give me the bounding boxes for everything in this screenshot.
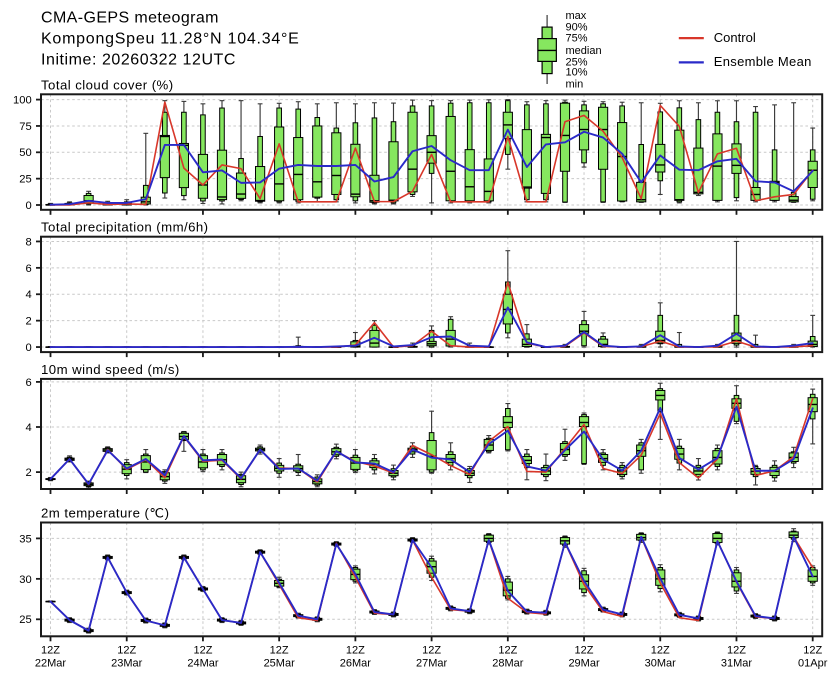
svg-text:12Z: 12Z bbox=[41, 644, 60, 656]
svg-text:01Apr: 01Apr bbox=[798, 657, 828, 669]
svg-text:28Mar: 28Mar bbox=[492, 657, 524, 669]
svg-text:0: 0 bbox=[25, 342, 31, 354]
svg-text:12Z: 12Z bbox=[803, 644, 822, 656]
svg-text:6: 6 bbox=[25, 377, 31, 389]
svg-text:10%: 10% bbox=[566, 67, 588, 79]
svg-text:25%: 25% bbox=[566, 56, 588, 68]
svg-text:0: 0 bbox=[25, 200, 31, 212]
svg-text:30: 30 bbox=[19, 574, 31, 586]
svg-text:2: 2 bbox=[25, 316, 31, 328]
svg-text:min: min bbox=[566, 79, 584, 91]
svg-text:25: 25 bbox=[19, 614, 31, 626]
svg-text:25: 25 bbox=[19, 174, 31, 186]
svg-text:Initime: 20260322 12UTC: Initime: 20260322 12UTC bbox=[41, 52, 236, 69]
svg-text:12Z: 12Z bbox=[270, 644, 289, 656]
svg-text:Total precipitation (mm/6h): Total precipitation (mm/6h) bbox=[41, 220, 209, 235]
svg-text:23Mar: 23Mar bbox=[111, 657, 143, 669]
svg-text:50: 50 bbox=[19, 147, 31, 159]
svg-text:26Mar: 26Mar bbox=[340, 657, 372, 669]
svg-text:max: max bbox=[566, 10, 587, 22]
svg-text:31Mar: 31Mar bbox=[721, 657, 753, 669]
svg-text:median: median bbox=[566, 45, 602, 57]
svg-text:29Mar: 29Mar bbox=[568, 657, 600, 669]
svg-text:2m temperature (℃): 2m temperature (℃) bbox=[41, 506, 169, 521]
svg-text:100: 100 bbox=[13, 95, 32, 107]
svg-text:Total cloud cover (%): Total cloud cover (%) bbox=[41, 77, 174, 92]
svg-text:10m wind speed (m/s): 10m wind speed (m/s) bbox=[41, 362, 180, 377]
svg-text:12Z: 12Z bbox=[346, 644, 365, 656]
svg-text:75%: 75% bbox=[566, 33, 588, 45]
svg-text:90%: 90% bbox=[566, 21, 588, 33]
svg-text:12Z: 12Z bbox=[498, 644, 517, 656]
svg-text:27Mar: 27Mar bbox=[416, 657, 448, 669]
svg-text:24Mar: 24Mar bbox=[187, 657, 219, 669]
svg-text:8: 8 bbox=[25, 236, 31, 248]
svg-text:4: 4 bbox=[25, 289, 31, 301]
svg-text:30Mar: 30Mar bbox=[645, 657, 677, 669]
svg-text:Ensemble Mean: Ensemble Mean bbox=[714, 54, 812, 69]
svg-text:22Mar: 22Mar bbox=[35, 657, 67, 669]
svg-text:75: 75 bbox=[19, 121, 31, 133]
svg-text:12Z: 12Z bbox=[575, 644, 594, 656]
svg-text:12Z: 12Z bbox=[727, 644, 746, 656]
svg-text:12Z: 12Z bbox=[422, 644, 441, 656]
svg-text:6: 6 bbox=[25, 263, 31, 275]
svg-text:35: 35 bbox=[19, 533, 31, 545]
svg-text:12Z: 12Z bbox=[193, 644, 212, 656]
svg-text:12Z: 12Z bbox=[651, 644, 670, 656]
svg-text:2: 2 bbox=[25, 467, 31, 479]
svg-text:Control: Control bbox=[714, 30, 756, 45]
svg-text:25Mar: 25Mar bbox=[264, 657, 296, 669]
svg-text:4: 4 bbox=[25, 422, 31, 434]
svg-text:12Z: 12Z bbox=[117, 644, 136, 656]
svg-text:CMA-GEPS meteogram: CMA-GEPS meteogram bbox=[41, 10, 219, 27]
svg-text:KompongSpeu 11.28°N 104.34°E: KompongSpeu 11.28°N 104.34°E bbox=[41, 31, 300, 48]
